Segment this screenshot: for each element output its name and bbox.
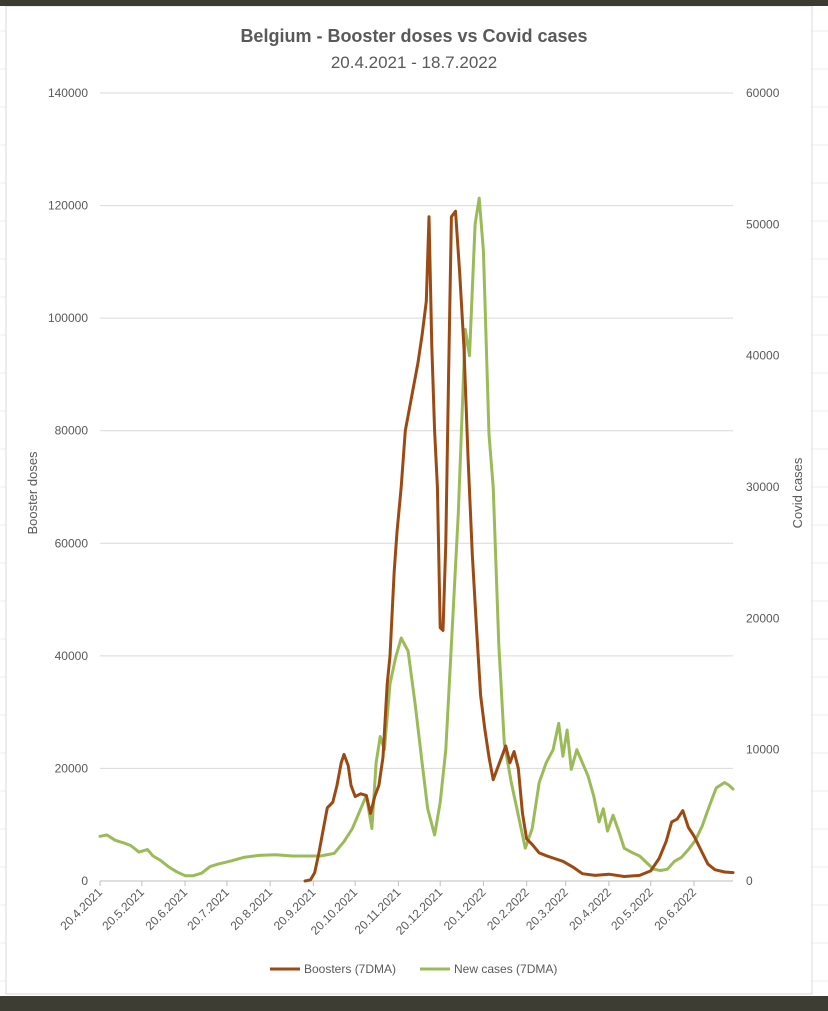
y2-tick-label: 50000 xyxy=(746,217,780,231)
series-line-new-cases-7dma xyxy=(98,196,735,878)
legend: Boosters (7DMA) New cases (7DMA) xyxy=(270,962,557,976)
bottom-frame-strip xyxy=(0,996,828,1011)
y-tick-label: 60000 xyxy=(55,536,89,550)
y2-tick-label: 0 xyxy=(746,874,753,888)
y2-tick-label: 30000 xyxy=(746,480,780,494)
y-tick-label: 140000 xyxy=(48,86,88,100)
y2-tick-label: 40000 xyxy=(746,349,780,363)
y2-axis-ticks: 0 10000 20000 30000 40000 50000 60000 xyxy=(746,86,780,888)
y-tick-label: 0 xyxy=(81,874,88,888)
legend-label-new-cases: New cases (7DMA) xyxy=(454,962,557,976)
y-tick-label: 40000 xyxy=(55,649,89,663)
y-axis-ticks: 0 20000 40000 60000 80000 100000 120000 140000 xyxy=(48,86,88,888)
y2-tick-label: 60000 xyxy=(746,86,780,100)
y-tick-label: 120000 xyxy=(48,199,88,213)
y-tick-label: 100000 xyxy=(48,311,88,325)
chart: Belgium - Booster doses vs Covid cases 2… xyxy=(0,6,828,995)
y2-tick-label: 20000 xyxy=(746,611,780,625)
chart-area xyxy=(5,6,813,995)
y-axis-label: Booster doses xyxy=(25,451,40,535)
series-line-boosters-7dma xyxy=(303,209,735,883)
legend-label-boosters: Boosters (7DMA) xyxy=(304,962,396,976)
y-tick-label: 80000 xyxy=(55,424,89,438)
series-layer xyxy=(98,196,735,883)
gridlines xyxy=(100,92,733,882)
spreadsheet-sheet: Belgium - Booster doses vs Covid cases 2… xyxy=(0,6,828,996)
y2-axis-label: Covid cases xyxy=(790,457,805,528)
y-tick-label: 20000 xyxy=(55,761,89,775)
chart-title: Belgium - Booster doses vs Covid cases xyxy=(240,26,587,46)
y2-tick-label: 10000 xyxy=(746,743,780,757)
top-frame-strip xyxy=(0,0,828,6)
chart-subtitle: 20.4.2021 - 18.7.2022 xyxy=(331,53,497,72)
